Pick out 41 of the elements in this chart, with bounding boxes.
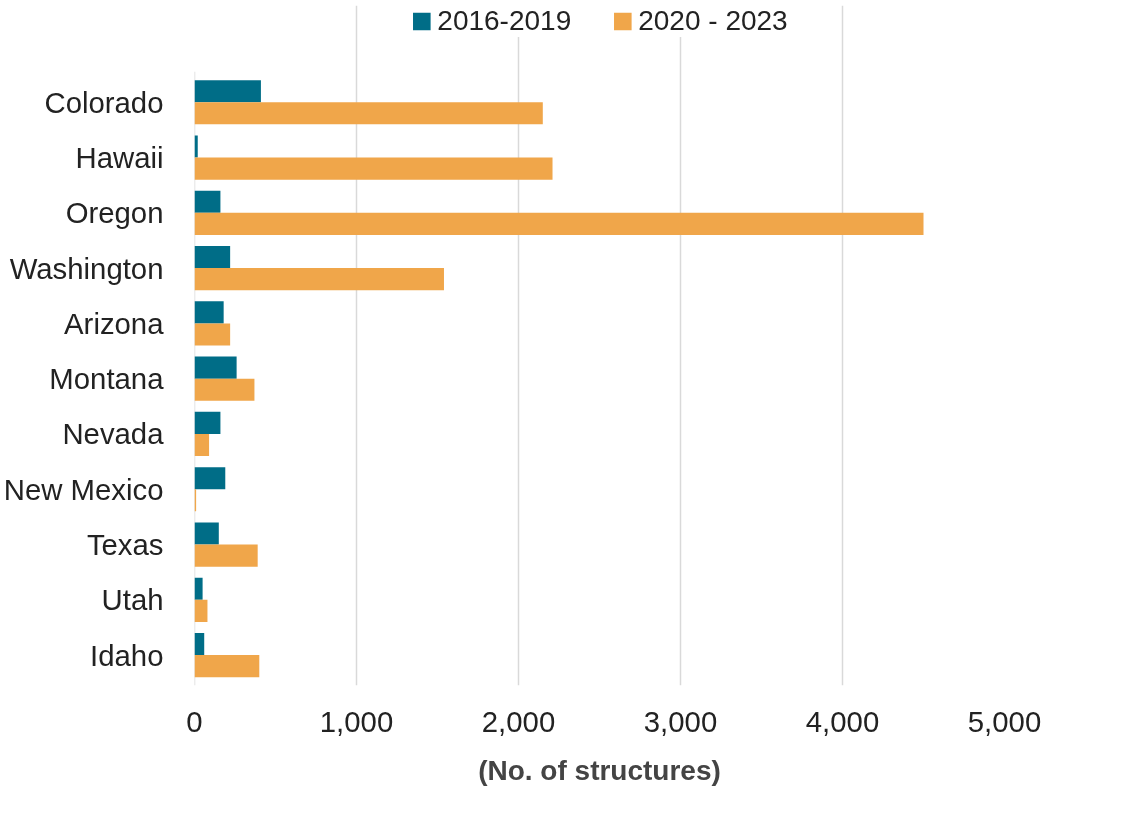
bar bbox=[194, 102, 543, 125]
y-tick-label: Nevada bbox=[62, 417, 165, 451]
y-tick-label: New Mexico bbox=[3, 472, 164, 506]
bar bbox=[194, 80, 261, 103]
bar bbox=[194, 301, 224, 324]
bar bbox=[194, 268, 444, 291]
y-tick-label: Oregon bbox=[65, 196, 164, 230]
x-tick-label: 2,000 bbox=[481, 704, 556, 738]
bar bbox=[194, 411, 221, 434]
bar bbox=[194, 323, 231, 346]
bar bbox=[194, 212, 924, 235]
bar bbox=[194, 245, 231, 269]
bar bbox=[194, 356, 237, 379]
y-tick-label: Utah bbox=[101, 583, 164, 617]
legend-label: 2020 - 2023 bbox=[638, 5, 788, 37]
bar bbox=[194, 655, 260, 678]
y-tick-label: Idaho bbox=[90, 638, 164, 672]
bar bbox=[194, 467, 226, 490]
bar bbox=[194, 599, 208, 622]
y-tick-label: Montana bbox=[49, 362, 165, 396]
x-axis-title: (No. of structures) bbox=[478, 754, 721, 786]
y-tick-label: Colorado bbox=[44, 85, 164, 119]
bar bbox=[194, 522, 219, 545]
bar bbox=[194, 544, 258, 567]
y-tick-label: Washington bbox=[9, 251, 164, 285]
bar bbox=[194, 632, 205, 656]
y-tick-label: Texas bbox=[86, 528, 164, 562]
bar bbox=[194, 577, 203, 600]
bar bbox=[194, 190, 221, 213]
y-tick-label: Hawaii bbox=[75, 141, 164, 175]
bar bbox=[194, 433, 210, 457]
y-tick-label: Arizona bbox=[64, 306, 165, 340]
x-tick-label: 1,000 bbox=[319, 704, 394, 738]
x-tick-label: 4,000 bbox=[805, 704, 880, 738]
x-tick-label: 5,000 bbox=[967, 704, 1042, 738]
x-tick-label: 3,000 bbox=[643, 704, 718, 738]
bar bbox=[194, 135, 198, 158]
x-tick-label: 0 bbox=[186, 704, 203, 738]
bar bbox=[194, 157, 553, 180]
legend-label: 2016-2019 bbox=[437, 5, 572, 37]
bar bbox=[194, 378, 255, 401]
